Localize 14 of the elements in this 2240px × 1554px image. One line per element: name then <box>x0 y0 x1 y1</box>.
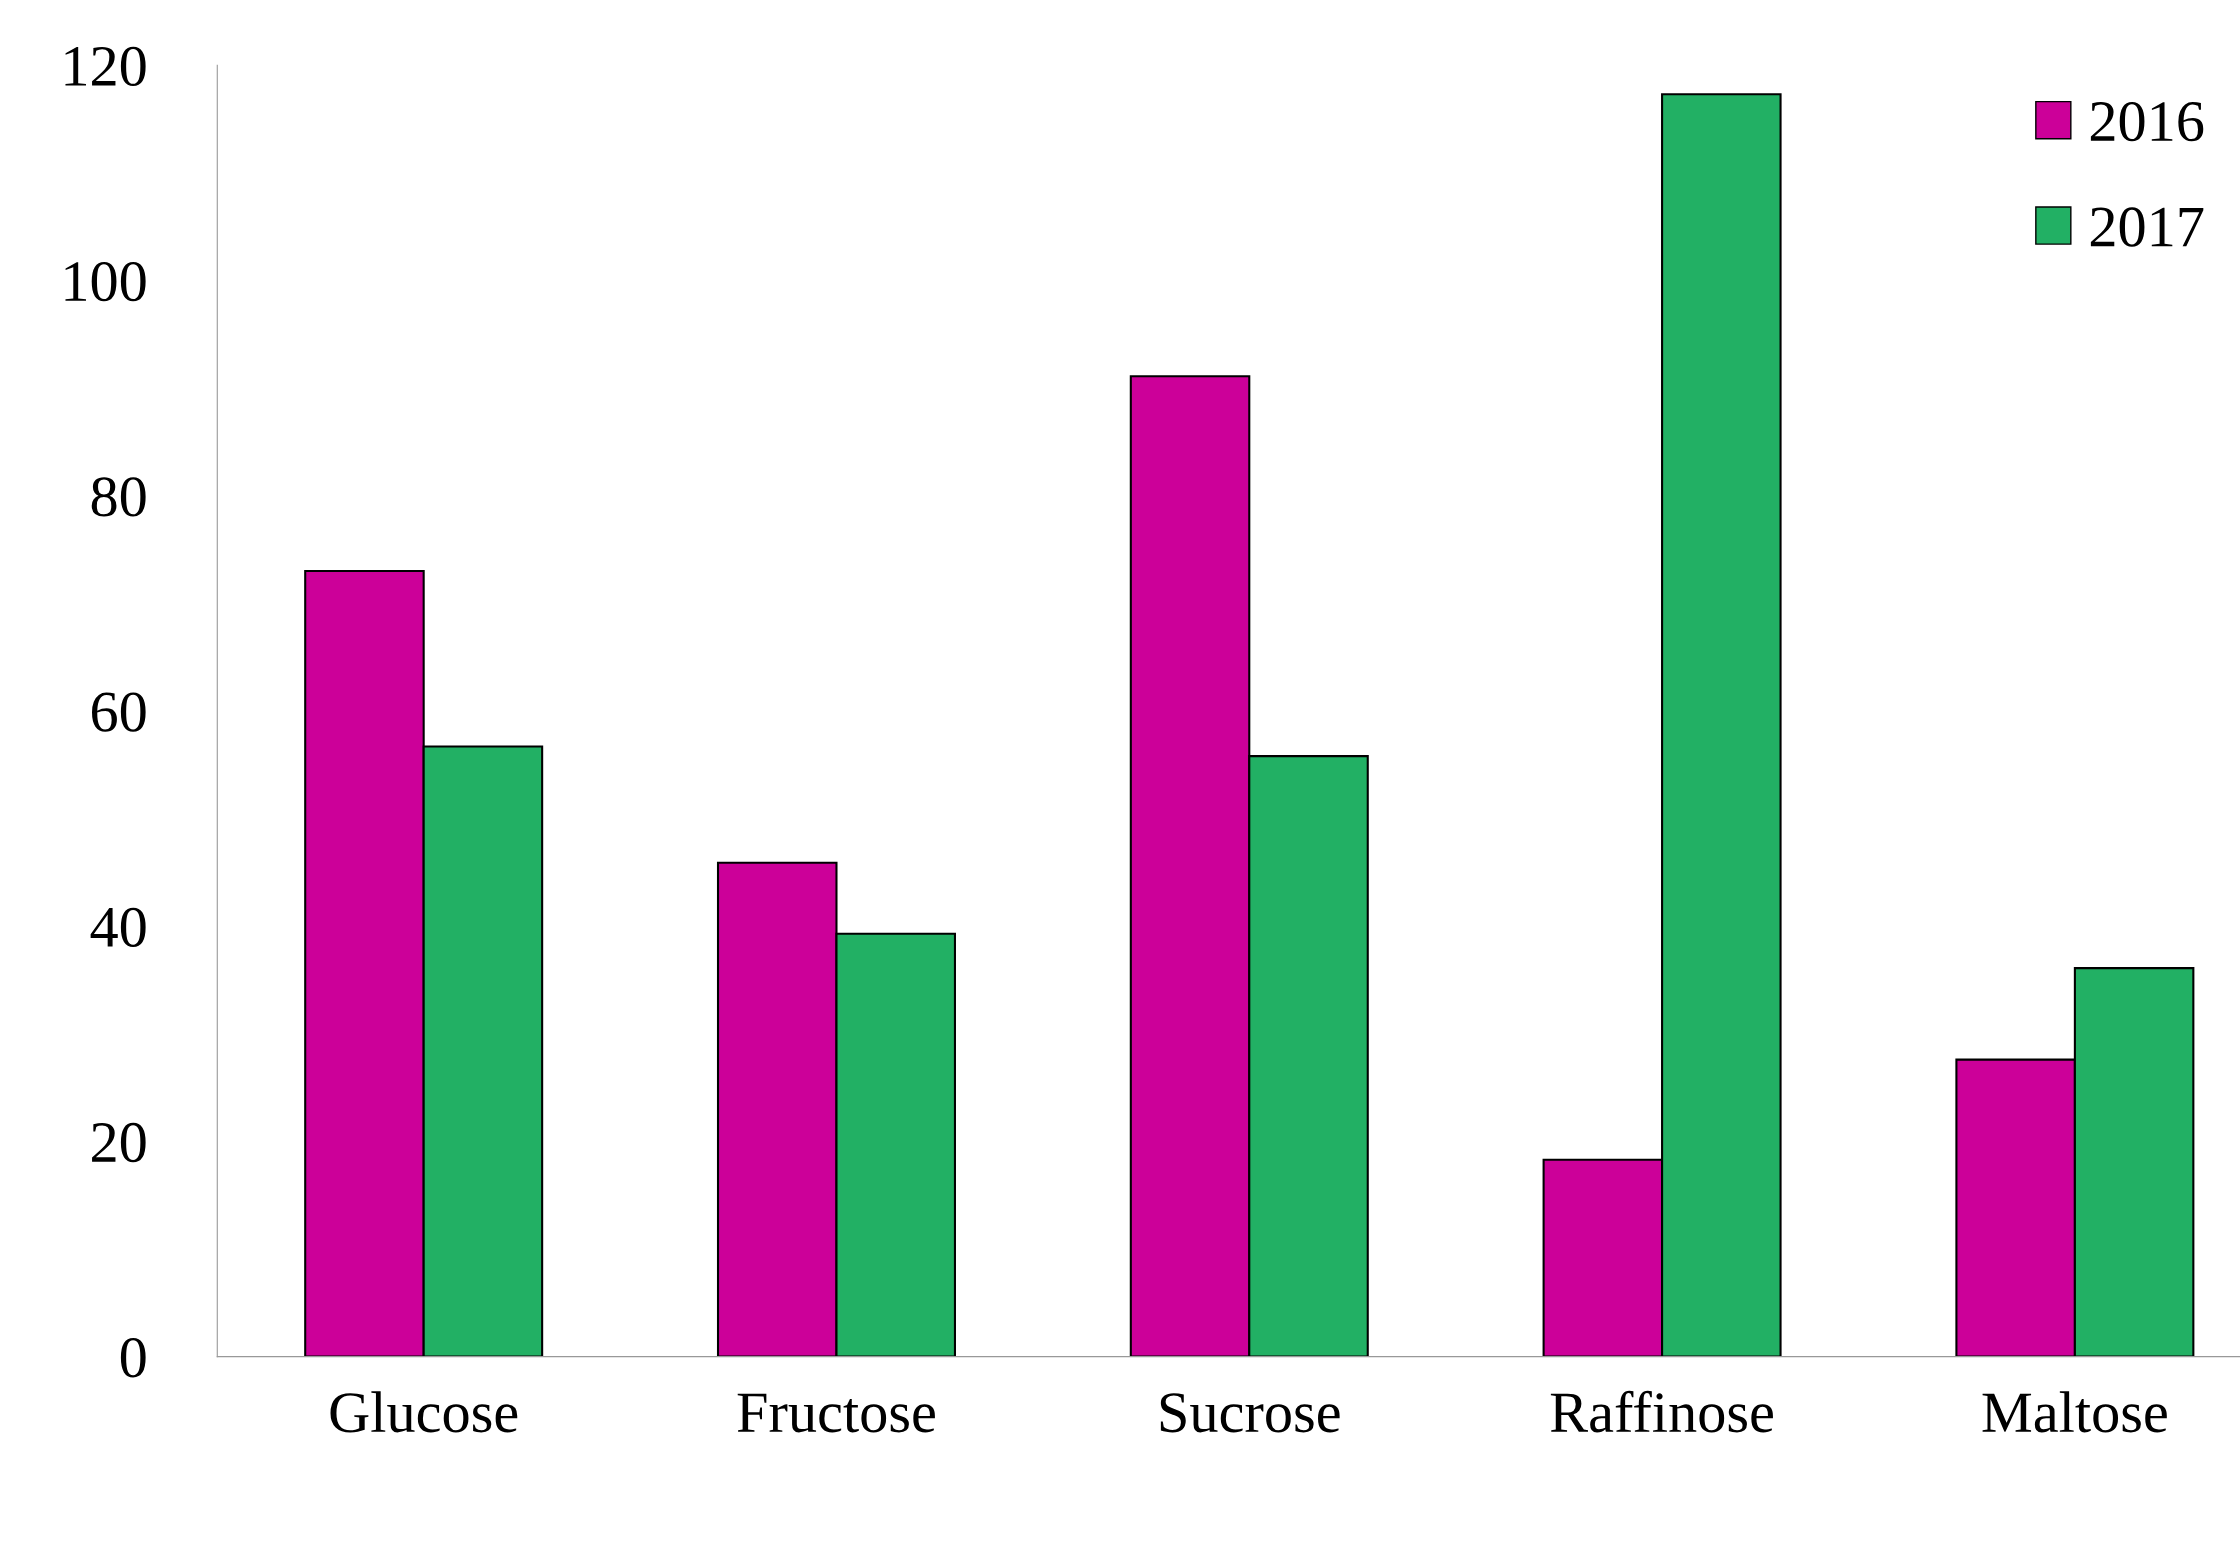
x-tick-label: Sucrose <box>1160 1393 1340 1433</box>
x-tick-label: Maltose <box>1982 1391 2167 1433</box>
y-tick-label: 80 <box>91 477 146 517</box>
y-tick-label: 120 <box>65 46 146 87</box>
y-tick-label: 20 <box>92 1122 146 1163</box>
y-tick-label: 100 <box>65 261 146 302</box>
legend-label: 2016 <box>2090 101 2204 142</box>
legend-label: 2017 <box>2090 207 2204 247</box>
x-tick-label: Raffinose <box>1550 1390 1773 1433</box>
y-tick-label: 60 <box>92 692 146 732</box>
x-tick-label: Glucose <box>330 1391 518 1433</box>
y-tick-label: 0 <box>120 1338 146 1378</box>
y-tick-label: 40 <box>90 907 146 947</box>
x-tick-label: Fructose <box>737 1393 935 1433</box>
